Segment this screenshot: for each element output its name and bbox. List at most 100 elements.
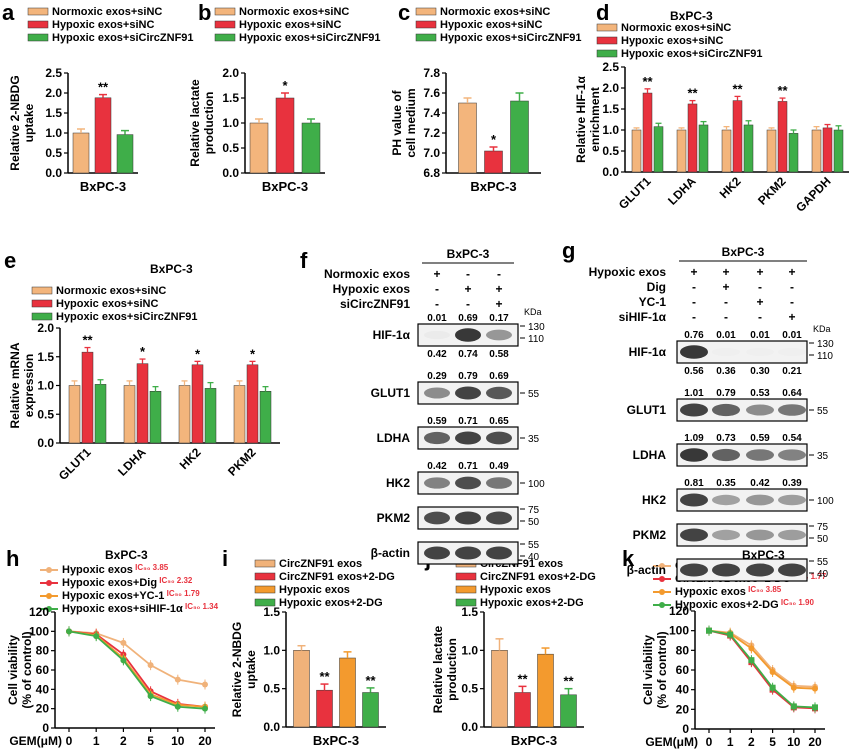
blot-title: BxPC-3 [447,247,490,261]
bar [246,364,259,444]
y-axis-label-line: (% of control) [20,631,34,708]
densitometry-value: 0.73 [716,433,736,444]
significance-mark: ** [563,674,574,689]
bar [275,97,295,174]
blot-box [676,523,808,547]
blot-band [712,403,740,417]
protein-label: HIF-1α [373,328,411,342]
blot-band [486,511,512,525]
category-label: PKM2 [755,174,789,208]
x-tick-label: 20 [808,735,822,749]
blot-band [486,546,512,560]
densitometry-value: 0.54 [782,433,802,444]
blot-band [746,494,774,506]
protein-label: PKM2 [633,528,667,542]
x-tick-label: 0 [66,734,73,748]
mw-marker: 110 [817,351,833,362]
treatment-mark: + [788,310,795,324]
panel-j-y-tick-label: 0.5 [461,682,478,696]
ic50-label: IC₅₀ 1.79 [164,589,200,598]
chart-title: BxPC-3 [670,9,713,23]
treatment-mark: - [497,267,501,281]
panel-d-y-tick-label: 1.0 [602,123,619,137]
treatment-mark: - [466,267,470,281]
legend-swatch [455,585,477,594]
data-point [812,704,818,711]
legend-label: Hypoxic exos+siCircZNF91 [621,48,763,60]
treatment-mark: + [464,282,471,296]
treatment-mark: - [790,295,794,309]
bar [233,385,246,444]
panel-letter: g [562,238,575,263]
protein-label: HK2 [642,493,666,507]
bar [191,364,204,444]
panel-c-y-tick-label: 7.6 [423,86,440,100]
treatment-label: Hypoxic exos [589,265,667,279]
bar [484,150,503,174]
legend-label: Hypoxic exos+YC-1 IC₅₀ 1.79 [62,589,200,602]
panel-h-y-tick-label: 80 [36,644,50,658]
densitometry-value: 0.59 [750,433,770,444]
data-point [93,633,100,640]
blot-band [486,329,512,341]
significance-mark: * [140,344,146,359]
bar [293,650,310,728]
treatment-mark: + [722,265,729,279]
legend-label: Hypoxic exos+siCircZNF91 [56,311,198,323]
legend-label: Hypoxic exos+siHIF-1α IC₅₀ 1.34 [62,602,219,615]
bar [631,129,642,173]
legend-line-dot [659,589,665,595]
data-point [66,628,72,635]
treatment-mark: + [788,265,795,279]
category-label-group: PKM2 [755,174,789,208]
mw-marker: 100 [817,496,834,507]
treatment-mark: - [790,280,794,294]
panel-c-y-tick-label: 7.4 [423,106,440,120]
densitometry-value: 0.74 [458,349,478,360]
bar [362,692,379,728]
category-label: HK2 [717,174,744,201]
bar [249,122,269,174]
blot-band [746,563,774,577]
y-axis-label-line: Relative lactate [188,79,202,167]
bar [94,97,112,174]
blot-band [455,328,481,342]
densitometry-value: 0.79 [716,388,736,399]
bar [339,657,356,728]
y-axis-label-line: cell medium [404,88,418,157]
densitometry-value: 0.71 [458,416,478,427]
category-label: GLUT1 [56,445,94,483]
legend-label: Hypoxic exos [279,584,350,596]
blot-band [778,404,806,416]
category-label-group: GLUT1 [616,174,654,212]
significance-mark: * [195,346,201,361]
data-point [769,668,776,675]
bar [833,129,844,173]
blot-band [712,448,740,462]
kda-label: KDa [524,307,542,317]
series-line [708,629,816,690]
data-point [174,676,181,683]
legend-swatch [254,598,276,607]
legend-label: Hypoxic exos+2-DG [279,597,383,609]
x-axis-label: BxPC-3 [80,179,126,194]
x-tick-label: 10 [171,734,185,748]
legend-swatch [596,23,618,32]
category-label-group: LDHA [665,174,699,208]
significance-mark: ** [777,83,788,98]
legend-label: Hypoxic exos+2-DG [480,597,584,609]
treatment-mark: + [495,297,502,311]
category-label: GLUT1 [616,174,654,212]
blot-band [778,529,806,541]
y-axis-label-line: Relative lactate [431,625,445,713]
category-label-group: HK2 [177,445,204,472]
bar [560,694,577,728]
y-axis-label-line: PH value of [390,89,404,155]
protein-label: HK2 [386,476,410,490]
panel-i-y-tick-label: 1.5 [263,605,280,619]
blot-band [424,431,450,445]
ic50-label: IC₅₀ 3.85 [133,563,169,572]
blot-band [680,448,708,462]
panel-k-y-tick-label: 60 [676,663,690,677]
